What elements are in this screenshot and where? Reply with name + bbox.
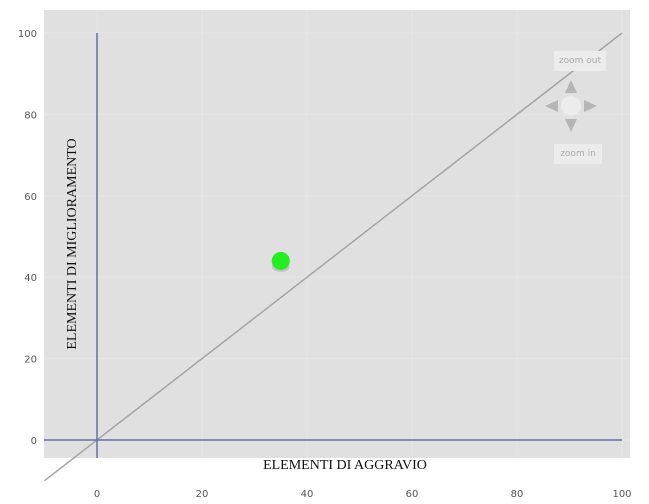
- pan-right-icon[interactable]: [584, 100, 597, 112]
- y-axis-title: ELEMENTI DI MIGLIORAMENTO: [65, 138, 80, 349]
- x-tick-labels: 0 20 40 60 80 100: [94, 489, 632, 500]
- y-tick-labels: 0 20 40 60 80 100: [18, 29, 37, 447]
- y-tick-label-1: 20: [24, 355, 37, 366]
- y-tick-label-2: 40: [24, 273, 37, 284]
- zoom-out-button[interactable]: zoom out: [554, 51, 606, 71]
- diagonal-reference-line: [44, 32, 623, 482]
- y-tick-label-3: 60: [24, 192, 37, 203]
- pan-left-icon[interactable]: [545, 100, 558, 112]
- plot-background: [44, 10, 630, 458]
- y-tick-label-5: 100: [18, 29, 37, 40]
- pan-arrows-icon[interactable]: [545, 80, 597, 132]
- x-tick-label-3: 60: [406, 489, 419, 500]
- data-point-0[interactable]: [271, 251, 290, 270]
- zoom-in-button[interactable]: zoom in: [554, 144, 602, 164]
- x-axis-title: ELEMENTI DI AGGRAVIO: [263, 458, 427, 473]
- pan-up-icon[interactable]: [565, 80, 577, 93]
- y-tick-label-4: 80: [24, 110, 37, 121]
- x-tick-label-2: 40: [301, 489, 314, 500]
- x-tick-label-5: 100: [612, 489, 631, 500]
- x-tick-label-0: 0: [94, 489, 100, 500]
- y-tick-label-0: 0: [31, 436, 37, 447]
- x-tick-label-1: 20: [196, 489, 209, 500]
- pan-down-icon[interactable]: [565, 119, 577, 132]
- pan-center-icon[interactable]: [561, 96, 581, 116]
- x-tick-label-4: 80: [511, 489, 524, 500]
- data-points: [271, 251, 290, 272]
